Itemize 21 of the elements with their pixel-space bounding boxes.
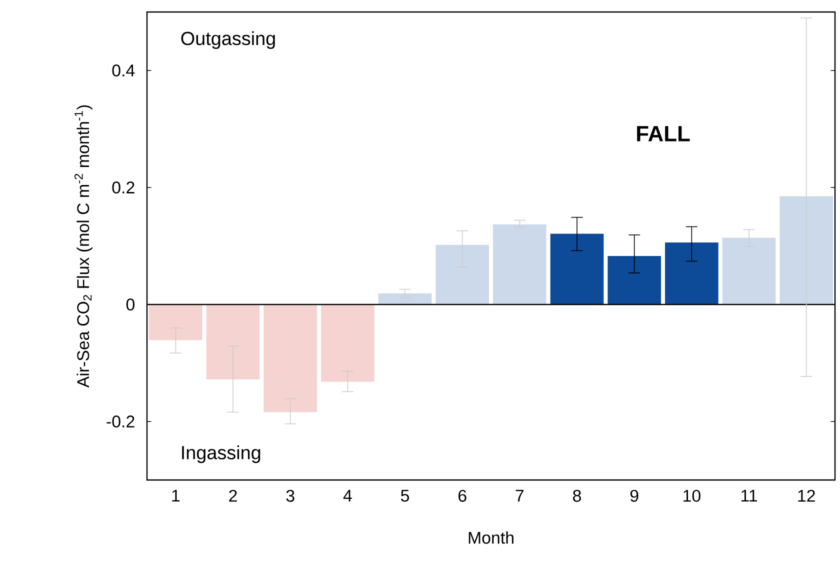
x-tick-label: 2 [229, 490, 237, 502]
x-tick-label: 9 [630, 490, 638, 502]
y-tick-label: 0 [126, 298, 135, 310]
annotation: Outgassing [181, 31, 275, 49]
y-tick-label: 0.4 [112, 64, 135, 76]
y-tick-label: -0.2 [106, 416, 134, 428]
x-tick-label: 5 [400, 490, 409, 502]
y-axis-title: Air-Sea CO$_{2}$ Flux (mol C m$^{-2}$ month$^{-1}$) [74, 105, 92, 388]
x-tick-label: 6 [458, 490, 466, 502]
x-tick-label: 10 [684, 490, 700, 502]
x-axis-title: Month [468, 531, 514, 544]
x-tick-label: 12 [798, 490, 815, 502]
x-tick-label: 4 [343, 490, 352, 502]
x-tick-label: 11 [742, 490, 757, 502]
x-tick-label: 1 [172, 490, 180, 502]
y-tick-label: 0.2 [112, 182, 134, 194]
x-tick-label: 8 [573, 490, 581, 502]
x-tick-label: 7 [516, 490, 524, 502]
annotation: FALL [637, 126, 690, 142]
annotation: Ingassing [182, 445, 260, 464]
x-tick-label: 3 [286, 490, 294, 502]
